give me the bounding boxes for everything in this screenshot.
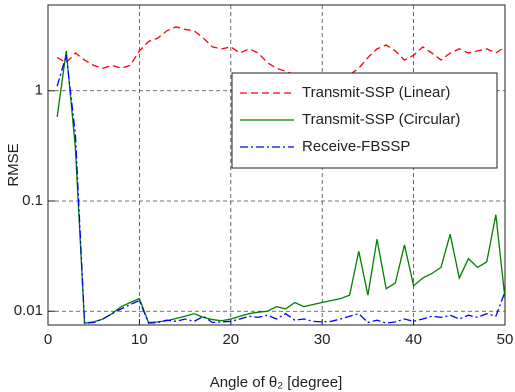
y-tick-label: 0.01 (14, 302, 43, 319)
y-axis-label: RMSE (5, 143, 22, 186)
x-tick-label: 0 (44, 331, 52, 348)
x-tick-label: 10 (131, 331, 148, 348)
y-tick-label: 1 (35, 82, 43, 99)
x-tick-label: 30 (314, 331, 331, 348)
legend-label: Transmit-SSP (Linear) (302, 84, 450, 101)
series-line (56, 50, 505, 324)
legend-label: Transmit-SSP (Circular) (302, 111, 460, 128)
y-tick-label: 0.1 (22, 192, 43, 209)
series-line (56, 55, 505, 324)
x-tick-label: 50 (497, 331, 514, 348)
x-tick-label: 40 (405, 331, 422, 348)
legend-label: Receive-FBSSP (302, 138, 410, 155)
x-axis-label: Angle of θ₂ [degree] (210, 374, 343, 391)
plot-frame (47, 4, 506, 326)
series-line (56, 26, 505, 83)
x-tick-label: 20 (222, 331, 239, 348)
lines (56, 26, 505, 324)
